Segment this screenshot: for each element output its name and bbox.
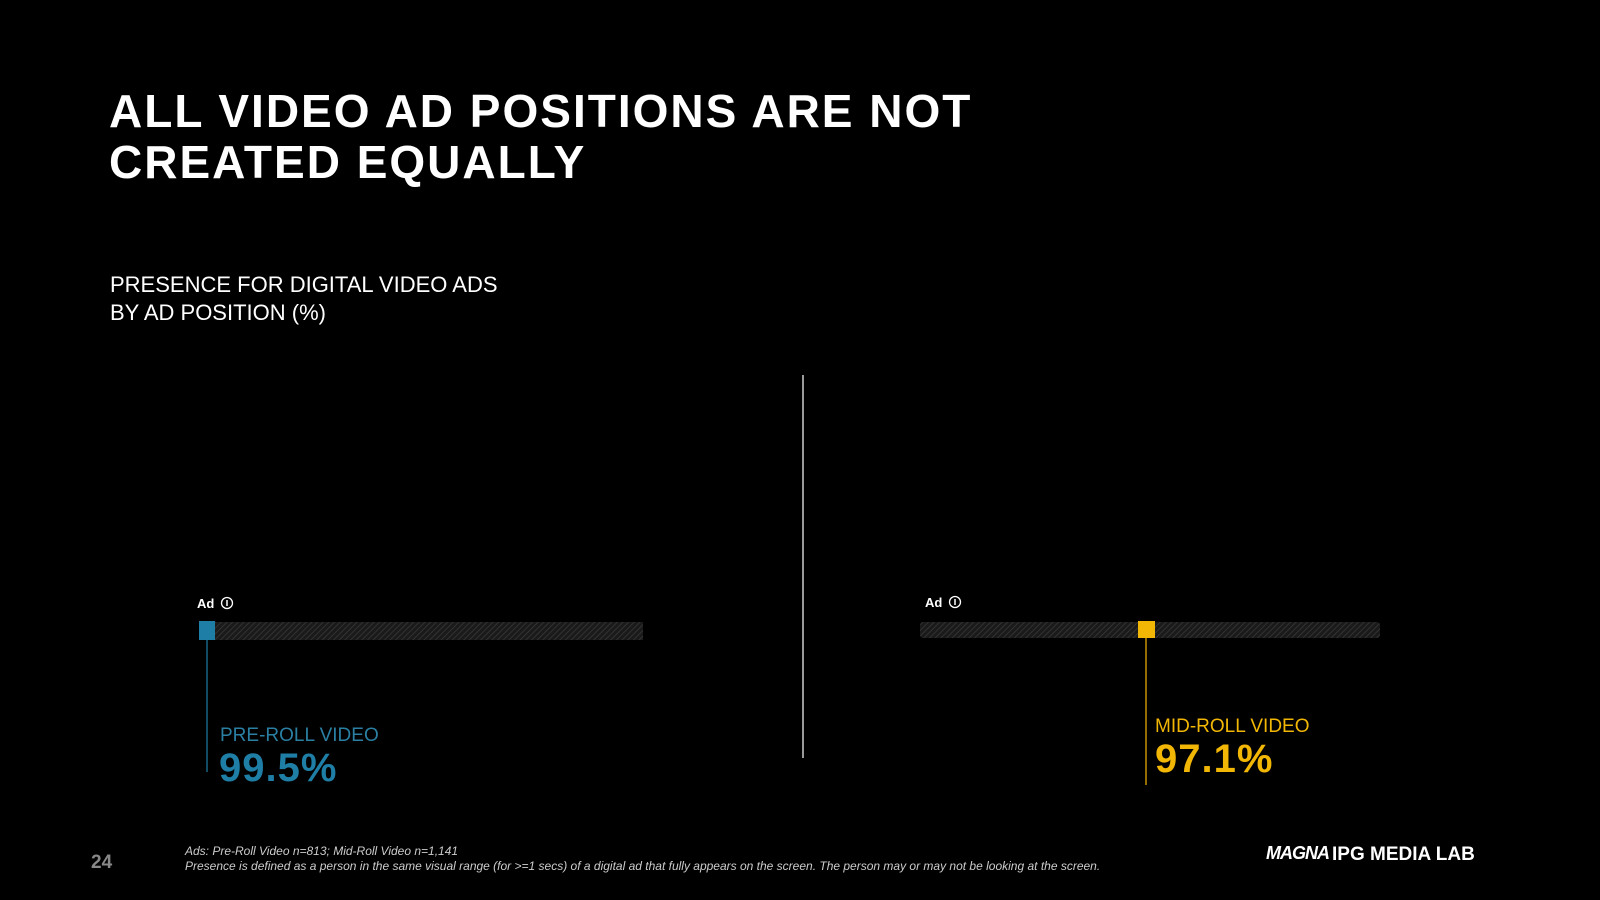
- pre-roll-panel: Ad PRE-ROLL VIDEO 99.5%: [197, 596, 643, 790]
- footnote: Presence is defined as a person in the s…: [185, 859, 1100, 873]
- panel-label: MID-ROLL VIDEO: [1155, 716, 1310, 737]
- progress-track: [200, 622, 643, 640]
- logo: MAGNA: [1266, 843, 1329, 863]
- subtitle: BY AD POSITION (%): [110, 300, 326, 325]
- footnote: Ads: Pre-Roll Video n=813; Mid-Roll Vide…: [184, 844, 458, 858]
- logo: IPG MEDIA LAB: [1332, 844, 1475, 865]
- info-icon: [220, 596, 234, 610]
- subtitle: PRESENCE FOR DIGITAL VIDEO ADS: [110, 272, 498, 297]
- page-number: 24: [91, 852, 113, 873]
- title: ALL VIDEO AD POSITIONS ARE NOT: [109, 85, 972, 137]
- mid-roll-panel: Ad MID-ROLL VIDEO 97.1%: [920, 595, 1380, 785]
- info-icon: [948, 595, 962, 609]
- position-marker: [1138, 621, 1155, 638]
- panel-value: 99.5%: [219, 746, 337, 790]
- ad-label: Ad: [925, 595, 942, 610]
- position-marker: [199, 621, 215, 640]
- panel-value: 97.1%: [1155, 737, 1273, 781]
- ad-label: Ad: [197, 596, 214, 611]
- title: CREATED EQUALLY: [109, 136, 586, 188]
- panel-label: PRE-ROLL VIDEO: [220, 725, 379, 746]
